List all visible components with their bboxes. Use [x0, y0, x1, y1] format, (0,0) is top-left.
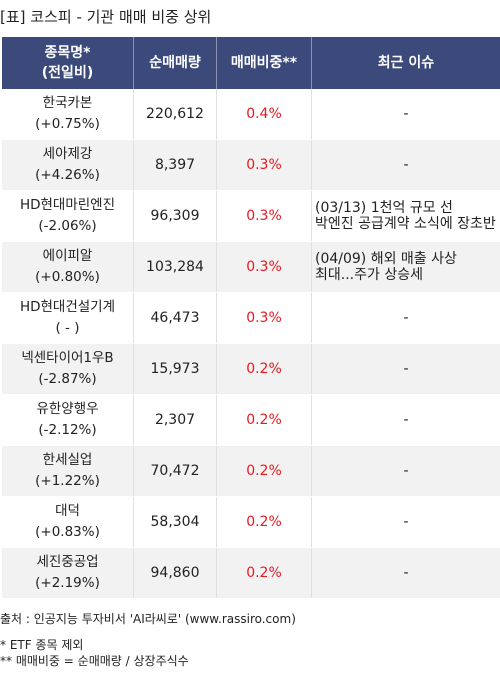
header-stock-name: 종목명* (전일비) — [2, 37, 134, 89]
stock-name-cell: 세아제강 (+4.26%) — [2, 140, 134, 190]
trade-ratio-cell: 0.3% — [217, 293, 312, 343]
net-volume-cell: 15,973 — [134, 344, 217, 394]
recent-issue-cell: - — [403, 412, 409, 428]
header-trade-ratio: 매매비중** — [217, 37, 312, 89]
stock-name: HD현대건설기계 — [19, 299, 116, 315]
stock-name-cell: HD현대마린엔진 (-2.06%) — [2, 191, 134, 241]
table-row: 세진중공업 (+2.19%) 94,860 0.2% - — [2, 548, 500, 599]
stock-name: 대덕 — [55, 503, 80, 519]
recent-issue-cell: - — [403, 361, 409, 377]
table-row: 유한양행우 (-2.12%) 2,307 0.2% - — [2, 395, 500, 446]
trade-ratio-cell: 0.3% — [217, 242, 312, 292]
footnote-etf: * ETF 종목 제외 — [0, 638, 84, 652]
institution-trading-table: 종목명* (전일비) 순매매량 매매비중** 최근 이슈 한국카본 (+0.75%… — [2, 37, 500, 599]
trade-ratio-cell: 0.3% — [217, 140, 312, 190]
recent-issue-cell: - — [403, 310, 409, 326]
header-change-label: (전일비) — [41, 65, 94, 81]
table-header: 종목명* (전일비) 순매매량 매매비중** 최근 이슈 — [2, 37, 500, 89]
stock-change: (+0.83%) — [35, 524, 100, 540]
header-stock-name-label: 종목명* — [44, 45, 91, 61]
net-volume-cell: 58,304 — [134, 497, 217, 547]
issue-line-2: 최대...주가 상승세 — [315, 267, 423, 283]
issue-line-1: (04/09) 해외 매출 사상 — [315, 251, 457, 267]
issue-line-2: 박엔진 공급계약 소식에 장초반 — [315, 216, 496, 232]
stock-change: (-2.12%) — [38, 422, 97, 438]
table-row: 넥센타이어1우B (-2.87%) 15,973 0.2% - — [2, 344, 500, 395]
recent-issue-cell: - — [403, 463, 409, 479]
stock-name-cell: 세진중공업 (+2.19%) — [2, 548, 134, 598]
trade-ratio-cell: 0.2% — [217, 446, 312, 496]
issue-line-1: (03/13) 1천억 규모 선 — [315, 200, 453, 216]
recent-issue-cell: - — [403, 157, 409, 173]
net-volume-cell: 220,612 — [134, 89, 217, 139]
stock-name: 한국카본 — [42, 95, 93, 111]
table-row: 에이피알 (+0.80%) 103,284 0.3% (04/09) 해외 매출 사상 최… — [2, 242, 500, 293]
stock-name-cell: 대덕 (+0.83%) — [2, 497, 134, 547]
stock-change: (-2.87%) — [38, 371, 97, 387]
footnote-ratio: ** 매매비중 = 순매매량 / 상장주식수 — [0, 654, 189, 668]
header-net-volume: 순매매량 — [134, 37, 217, 89]
stock-name-cell: 에이피알 (+0.80%) — [2, 242, 134, 292]
stock-name: 유한양행우 — [36, 401, 99, 417]
stock-change: (+2.19%) — [35, 575, 100, 591]
stock-name-cell: 한세실업 (+1.22%) — [2, 446, 134, 496]
table-row: 대덕 (+0.83%) 58,304 0.2% - — [2, 497, 500, 548]
table-body: 한국카본 (+0.75%) 220,612 0.4% - 세아제강 (+4.26%) 8,39… — [2, 89, 500, 599]
page-title: [표] 코스피 - 기관 매매 비중 상위 — [0, 8, 212, 26]
stock-change: (+0.80%) — [35, 269, 100, 285]
recent-issue-cell: (04/09) 해외 매출 사상 최대...주가 상승세 — [312, 242, 500, 292]
recent-issue-cell: - — [403, 565, 409, 581]
table-row: HD현대건설기계 ( - ) 46,473 0.3% - — [2, 293, 500, 344]
net-volume-cell: 2,307 — [134, 395, 217, 445]
net-volume-cell: 96,309 — [134, 191, 217, 241]
stock-name: 세아제강 — [42, 146, 93, 162]
stock-name: 세진중공업 — [36, 554, 99, 570]
table-row: 세아제강 (+4.26%) 8,397 0.3% - — [2, 140, 500, 191]
stock-name: 넥센타이어1우B — [21, 350, 114, 366]
stock-name: HD현대마린엔진 — [19, 197, 116, 213]
stock-change: (+0.75%) — [35, 116, 100, 132]
stock-change: (+4.26%) — [35, 167, 100, 183]
recent-issue-cell: - — [403, 514, 409, 530]
net-volume-cell: 46,473 — [134, 293, 217, 343]
trade-ratio-cell: 0.2% — [217, 395, 312, 445]
trade-ratio-cell: 0.2% — [217, 344, 312, 394]
trade-ratio-cell: 0.2% — [217, 497, 312, 547]
net-volume-cell: 70,472 — [134, 446, 217, 496]
net-volume-cell: 8,397 — [134, 140, 217, 190]
source-note: 출처 : 인공지능 투자비서 'AI라씨로' (www.rassiro.com) — [0, 612, 296, 626]
stock-name-cell: HD현대건설기계 ( - ) — [2, 293, 134, 343]
trade-ratio-cell: 0.3% — [217, 191, 312, 241]
recent-issue-cell: (03/13) 1천억 규모 선 박엔진 공급계약 소식에 장초반 — [312, 191, 500, 241]
stock-change: (-2.06%) — [38, 218, 97, 234]
stock-name: 에이피알 — [42, 248, 93, 264]
table-row: HD현대마린엔진 (-2.06%) 96,309 0.3% (03/13) 1천억 규모… — [2, 191, 500, 242]
trade-ratio-cell: 0.4% — [217, 89, 312, 139]
stock-name-cell: 넥센타이어1우B (-2.87%) — [2, 344, 134, 394]
net-volume-cell: 103,284 — [134, 242, 217, 292]
trade-ratio-cell: 0.2% — [217, 548, 312, 598]
stock-change: (+1.22%) — [35, 473, 100, 489]
stock-name-cell: 유한양행우 (-2.12%) — [2, 395, 134, 445]
table-row: 한세실업 (+1.22%) 70,472 0.2% - — [2, 446, 500, 497]
table-row: 한국카본 (+0.75%) 220,612 0.4% - — [2, 89, 500, 140]
stock-change: ( - ) — [55, 320, 80, 336]
net-volume-cell: 94,860 — [134, 548, 217, 598]
stock-name-cell: 한국카본 (+0.75%) — [2, 89, 134, 139]
stock-name: 한세실업 — [42, 452, 93, 468]
recent-issue-cell: - — [403, 106, 409, 122]
header-recent-issue: 최근 이슈 — [377, 55, 435, 71]
